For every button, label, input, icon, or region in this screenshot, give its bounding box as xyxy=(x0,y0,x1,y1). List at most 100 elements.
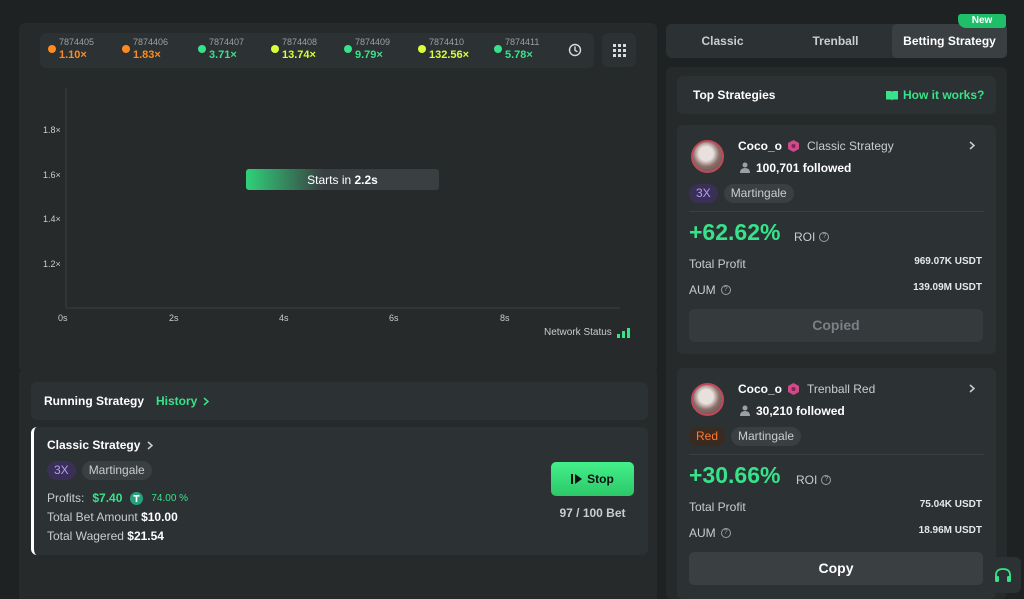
followers-text: 30,210 followed xyxy=(756,404,845,418)
countdown-value: 2.2s xyxy=(354,173,378,187)
grid-icon xyxy=(612,43,626,57)
strategy-card[interactable]: Coco_o Trenball Red 30,210 followed Red … xyxy=(677,368,996,599)
multiplier-chip: 3X xyxy=(47,461,76,480)
aum-label-row: AUM ? xyxy=(689,283,731,297)
tab-betting-strategy[interactable]: Betting Strategy xyxy=(892,24,1007,58)
profits-value: $7.40 xyxy=(92,491,123,505)
round-id: 7874410 xyxy=(429,37,465,47)
help-icon[interactable]: ? xyxy=(720,528,731,538)
status-dot-icon xyxy=(344,45,352,53)
followers-icon xyxy=(740,405,750,416)
strategy-chips: 3X Martingale xyxy=(689,184,794,203)
bet-amount-value: $10.00 xyxy=(141,510,178,524)
top-strategies-header: Top Strategies How it works? xyxy=(677,76,996,114)
x-tick-label: 6s xyxy=(389,313,399,323)
history-clock-button[interactable] xyxy=(558,33,592,67)
round-multiplier: 1.83× xyxy=(133,49,161,61)
multiplier-chip: 3X xyxy=(689,184,718,203)
wagered-label: Total Wagered xyxy=(47,529,124,543)
profits-label: Profits: xyxy=(47,491,85,505)
top-strategies-title: Top Strategies xyxy=(693,88,776,102)
x-tick-label: 8s xyxy=(500,313,510,323)
clock-icon xyxy=(568,43,582,57)
round-multiplier: 13.74× xyxy=(282,49,316,61)
aum-value: 139.09M USDT xyxy=(913,282,982,293)
stop-label: Stop xyxy=(587,472,614,486)
history-link-label: History xyxy=(156,394,198,408)
headset-icon xyxy=(995,567,1011,582)
total-profit-value: 969.07K USDT xyxy=(914,256,982,267)
divider xyxy=(689,454,984,455)
status-dot-icon xyxy=(48,45,56,53)
running-strategy-card: Classic Strategy 3X Martingale Profits: … xyxy=(31,427,648,555)
countdown-bar: Starts in 2.2s xyxy=(246,169,439,190)
aum-label: AUM xyxy=(689,526,716,540)
round-id: 7874409 xyxy=(355,37,391,47)
how-it-works-link[interactable]: How it works? xyxy=(886,88,984,102)
network-status-label: Network Status xyxy=(544,327,612,338)
how-it-works-label: How it works? xyxy=(903,88,985,102)
support-button[interactable] xyxy=(985,557,1021,593)
usdt-icon xyxy=(130,491,144,505)
roi-label: ROI xyxy=(796,473,818,487)
round-id: 7874407 xyxy=(209,37,245,47)
roi-label-row: ROI ? xyxy=(796,473,832,487)
chevron-right-icon xyxy=(147,440,154,450)
total-profit-label: Total Profit xyxy=(689,500,746,514)
total-profit-value: 75.04K USDT xyxy=(919,499,982,510)
status-dot-icon xyxy=(271,45,279,53)
method-chip: Martingale xyxy=(723,184,794,203)
strategy-user: Coco_o xyxy=(738,139,783,153)
countdown-prefix: Starts in xyxy=(307,173,355,187)
help-icon[interactable]: ? xyxy=(720,285,731,295)
strategy-card[interactable]: Coco_o Classic Strategy 100,701 followed… xyxy=(677,125,996,354)
avatar xyxy=(691,383,724,416)
strategy-name: Classic Strategy xyxy=(47,438,141,452)
wagered-row: Total Wagered $21.54 xyxy=(47,529,164,543)
new-badge: New xyxy=(958,14,1006,28)
aum-label-row: AUM ? xyxy=(689,526,731,540)
status-dot-icon xyxy=(198,45,206,53)
bet-amount-row: Total Bet Amount $10.00 xyxy=(47,510,178,524)
tab-classic[interactable]: Classic xyxy=(701,34,744,48)
hexagon-badge-icon xyxy=(788,140,799,152)
y-tick-label: 1.8× xyxy=(43,125,61,135)
strategy-user: Coco_o xyxy=(738,382,783,396)
copy-button[interactable]: Copy xyxy=(689,552,983,585)
round-id: 7874408 xyxy=(282,37,318,47)
total-profit-label: Total Profit xyxy=(689,257,746,271)
countdown-text: Starts in 2.2s xyxy=(246,173,439,187)
bet-count: 97 / 100 Bet xyxy=(559,506,626,520)
stop-button[interactable]: Stop xyxy=(551,462,634,496)
status-dot-icon xyxy=(418,45,426,53)
x-tick-label: 0s xyxy=(58,313,68,323)
running-strategy-title: Running Strategy xyxy=(44,394,145,408)
history-link[interactable]: History xyxy=(156,394,210,408)
round-id: 7874406 xyxy=(133,37,169,47)
network-status: Network Status xyxy=(544,327,630,338)
round-multiplier: 5.78× xyxy=(505,49,533,61)
help-icon[interactable]: ? xyxy=(819,232,830,242)
y-tick-label: 1.4× xyxy=(43,214,61,224)
aum-label: AUM xyxy=(689,283,716,297)
countdown-progress xyxy=(246,169,324,190)
help-icon[interactable]: ? xyxy=(821,475,832,485)
roi-value: +62.62% xyxy=(689,219,781,245)
tab-trenball[interactable]: Trenball xyxy=(812,34,859,48)
y-tick-label: 1.2× xyxy=(43,259,61,269)
crash-chart xyxy=(65,88,620,309)
copied-button[interactable]: Copied xyxy=(689,309,983,342)
strategy-type: Classic Strategy xyxy=(807,139,894,153)
strategy-type: Trenball Red xyxy=(807,382,876,396)
stop-play-icon xyxy=(571,474,583,484)
bet-amount-label: Total Bet Amount xyxy=(47,510,138,524)
profits-row: Profits: $7.40 74.00 % xyxy=(47,491,188,505)
strategy-chips: Red Martingale xyxy=(689,427,802,446)
round-multiplier: 132.56× xyxy=(429,49,470,61)
strategy-chips: 3X Martingale xyxy=(47,461,152,480)
grid-view-button[interactable] xyxy=(602,33,636,67)
color-chip: Red xyxy=(689,427,726,446)
strategy-name-link[interactable]: Classic Strategy xyxy=(47,438,154,452)
signal-bars-icon xyxy=(616,327,630,338)
y-tick-label: 1.6× xyxy=(43,170,61,180)
